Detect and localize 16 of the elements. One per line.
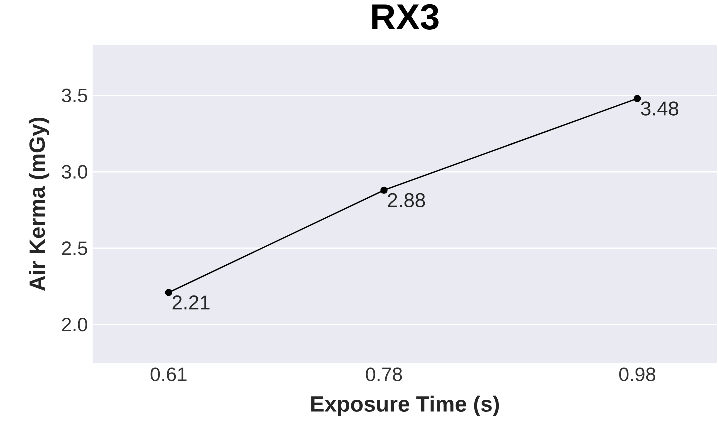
point xyxy=(634,95,642,102)
y-tick-label: 3.5 xyxy=(62,88,88,103)
y-tick-label: 3.0 xyxy=(62,165,88,179)
data-label: 2.88 xyxy=(388,193,426,208)
data-label: 2.21 xyxy=(172,296,210,310)
x-tick-label: 0.61 xyxy=(150,368,187,382)
y-tick-label: 2.0 xyxy=(62,318,88,332)
x-axis-title: Exposure Time (s) xyxy=(312,396,500,416)
x-tick-label: 0.98 xyxy=(620,368,656,382)
point xyxy=(165,289,173,296)
chart-title: RX3 xyxy=(372,4,439,30)
x-tick-label: 0.78 xyxy=(366,368,402,382)
point xyxy=(380,186,388,194)
data-label: 3.48 xyxy=(641,102,678,116)
y-tick-label: 2.5 xyxy=(62,242,88,256)
y-axis-title: Air Kerma (mGy) xyxy=(29,118,50,291)
